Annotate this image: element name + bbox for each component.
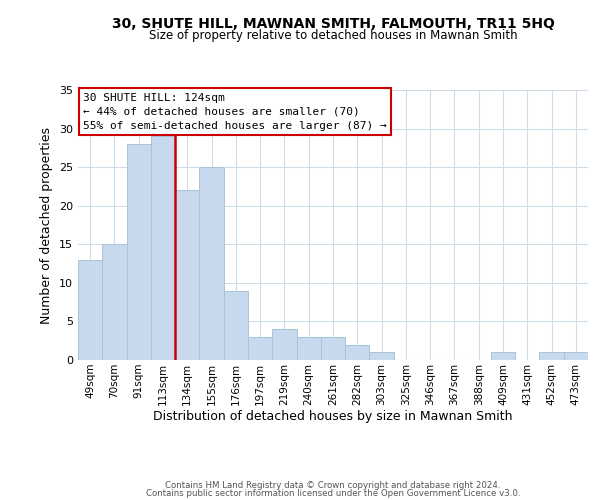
Bar (539, 352, 564, 360)
Bar (345, 344, 370, 360)
Bar (296, 337, 321, 360)
X-axis label: Distribution of detached houses by size in Mawnan Smith: Distribution of detached houses by size … (153, 410, 513, 424)
Bar (564, 352, 588, 360)
Bar (151, 136, 175, 360)
Text: Size of property relative to detached houses in Mawnan Smith: Size of property relative to detached ho… (149, 29, 517, 42)
Bar (199, 167, 224, 360)
Bar (272, 329, 296, 360)
Bar (127, 144, 151, 360)
Bar (370, 352, 394, 360)
Bar (175, 190, 199, 360)
Bar (102, 244, 127, 360)
Text: 30 SHUTE HILL: 124sqm
← 44% of detached houses are smaller (70)
55% of semi-deta: 30 SHUTE HILL: 124sqm ← 44% of detached … (83, 92, 387, 130)
Bar (321, 337, 345, 360)
Bar (491, 352, 515, 360)
Text: 30, SHUTE HILL, MAWNAN SMITH, FALMOUTH, TR11 5HQ: 30, SHUTE HILL, MAWNAN SMITH, FALMOUTH, … (112, 18, 554, 32)
Text: Contains public sector information licensed under the Open Government Licence v3: Contains public sector information licen… (146, 489, 520, 498)
Bar (224, 290, 248, 360)
Bar (248, 337, 272, 360)
Bar (78, 260, 102, 360)
Text: Contains HM Land Registry data © Crown copyright and database right 2024.: Contains HM Land Registry data © Crown c… (165, 481, 501, 490)
Y-axis label: Number of detached properties: Number of detached properties (40, 126, 53, 324)
